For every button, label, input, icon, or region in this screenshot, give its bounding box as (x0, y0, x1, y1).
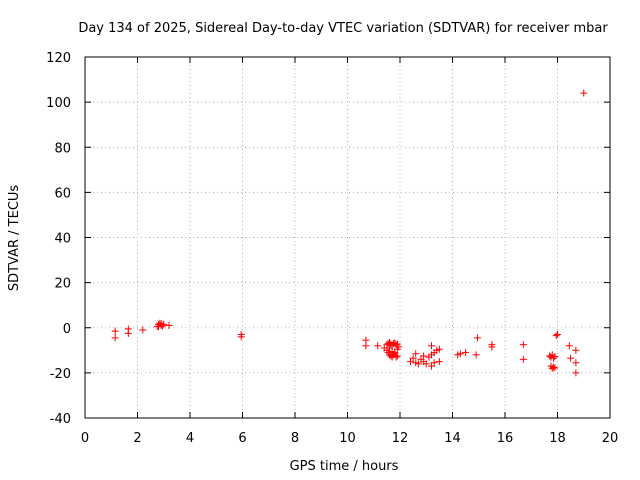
y-tick-label: 80 (54, 141, 71, 156)
y-tick-label: 0 (63, 322, 71, 337)
data-point (519, 341, 527, 349)
data-point (157, 320, 165, 328)
data-point (139, 326, 147, 334)
data-point (462, 349, 470, 357)
x-tick-label: 8 (291, 431, 299, 446)
data-point (124, 329, 132, 337)
x-tick-label: 18 (549, 431, 566, 446)
x-axis-label: GPS time / hours (290, 459, 399, 474)
data-point (572, 369, 580, 377)
data-point (111, 327, 119, 335)
data-point (550, 354, 558, 362)
data-points (111, 89, 588, 377)
y-tick-label: 40 (54, 232, 71, 247)
data-point (565, 342, 573, 350)
grid-lines (85, 57, 610, 418)
data-point (237, 333, 245, 341)
y-tick-label: -20 (50, 367, 71, 382)
data-point (552, 332, 560, 340)
x-tick-label: 4 (186, 431, 194, 446)
data-point (428, 342, 435, 350)
data-point (550, 363, 558, 371)
x-tick-label: 6 (238, 431, 246, 446)
data-point (409, 354, 417, 362)
data-point (374, 342, 382, 350)
data-point (111, 334, 119, 342)
y-tick-label: -40 (50, 412, 71, 427)
data-point (422, 360, 430, 368)
x-tick-label: 20 (602, 431, 619, 446)
chart-title: Day 134 of 2025, Sidereal Day-to-day VTE… (78, 21, 608, 36)
data-point (435, 358, 443, 366)
data-point (435, 345, 443, 353)
data-point (551, 353, 559, 361)
x-tick-label: 2 (133, 431, 141, 446)
data-point (395, 343, 403, 351)
data-point (430, 359, 438, 367)
axis-ticks (84, 56, 611, 419)
x-tick-label: 0 (81, 431, 89, 446)
y-axis-tick-labels: -40 -20 0 20 40 60 80 100 120 (46, 51, 71, 427)
x-tick-label: 16 (497, 431, 514, 446)
data-point (165, 321, 173, 329)
data-point (392, 353, 400, 361)
data-point (472, 351, 480, 359)
y-tick-label: 100 (46, 96, 71, 111)
x-tick-label: 12 (392, 431, 409, 446)
y-tick-label: 60 (54, 186, 71, 201)
data-point (412, 350, 420, 358)
y-axis-label: SDTVAR / TECUs (7, 185, 22, 292)
data-point (580, 89, 588, 97)
data-point (551, 364, 559, 372)
data-point (362, 342, 370, 350)
x-tick-label: 14 (444, 431, 461, 446)
data-point (488, 343, 496, 351)
x-axis-tick-labels: 0 2 4 6 8 10 12 14 16 18 20 (81, 431, 618, 446)
data-point (473, 334, 481, 342)
data-point (572, 346, 580, 354)
x-tick-label: 10 (339, 431, 356, 446)
y-tick-label: 20 (54, 277, 71, 292)
data-point (414, 360, 422, 368)
data-point (567, 354, 575, 362)
data-point (572, 359, 580, 367)
data-point (554, 331, 561, 339)
data-point (420, 352, 428, 360)
data-point (519, 355, 527, 363)
data-point (456, 350, 464, 358)
y-tick-label: 120 (46, 51, 71, 66)
